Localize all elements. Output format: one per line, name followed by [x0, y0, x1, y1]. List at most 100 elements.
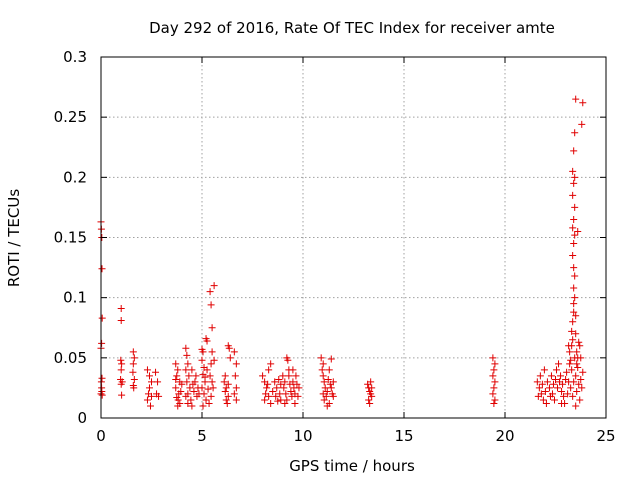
data-point: [226, 354, 234, 362]
x-tick-label: 20: [495, 427, 514, 445]
data-point: [572, 372, 580, 380]
data-point: [221, 372, 229, 380]
tick-marks: [100, 56, 607, 419]
data-point: [277, 396, 285, 404]
y-tick-label: 0.25: [54, 108, 87, 126]
data-point: [538, 380, 546, 388]
data-point: [282, 390, 290, 398]
data-point: [321, 384, 329, 392]
axis-tick-labels: 0 5 10 15 20 25 0 0.05 0.1 0.15 0.2 0.25 0.3: [54, 48, 616, 445]
data-point: [98, 339, 106, 347]
data-point: [566, 348, 574, 356]
data-point: [553, 366, 561, 374]
data-point: [186, 384, 194, 392]
data-points: [97, 95, 587, 410]
data-point: [188, 402, 196, 410]
data-point: [329, 392, 337, 400]
data-point: [201, 373, 209, 381]
y-tick-label: 0.1: [63, 289, 87, 307]
data-point: [320, 396, 328, 404]
data-point: [200, 390, 208, 398]
data-point: [324, 375, 332, 383]
data-point: [574, 227, 582, 235]
data-point: [172, 384, 180, 392]
data-point: [184, 360, 192, 368]
data-point: [285, 372, 293, 380]
data-point: [570, 179, 578, 187]
data-point: [570, 240, 578, 248]
data-point: [117, 380, 125, 388]
data-point: [572, 402, 580, 410]
data-point: [570, 284, 578, 292]
data-point: [174, 366, 182, 374]
data-point: [207, 360, 215, 368]
data-point: [533, 378, 541, 386]
data-point: [566, 360, 574, 368]
data-point: [572, 95, 580, 103]
y-tick-label: 0.15: [54, 229, 87, 247]
data-point: [232, 360, 240, 368]
data-point: [317, 354, 325, 362]
data-point: [118, 360, 126, 368]
y-tick-label: 0.05: [54, 349, 87, 367]
data-point: [205, 400, 213, 408]
data-point: [575, 380, 583, 388]
data-point: [571, 231, 579, 239]
data-point: [184, 400, 192, 408]
data-point: [490, 366, 498, 374]
data-point: [547, 372, 555, 380]
data-point: [489, 372, 497, 380]
data-point: [325, 366, 333, 374]
data-point: [185, 372, 193, 380]
data-point: [173, 372, 181, 380]
data-point: [274, 397, 282, 405]
data-point: [577, 375, 585, 383]
data-point: [570, 378, 578, 386]
x-axis-label: GPS time / hours: [289, 457, 415, 475]
data-point: [272, 392, 280, 400]
data-point: [579, 99, 587, 107]
data-point: [536, 372, 544, 380]
data-point: [182, 392, 190, 400]
data-point: [98, 314, 106, 322]
data-point: [279, 372, 287, 380]
data-point: [563, 368, 571, 376]
data-point: [367, 378, 375, 386]
data-point: [318, 366, 326, 374]
data-point: [198, 356, 206, 364]
data-point: [230, 390, 238, 398]
data-point: [190, 388, 198, 396]
data-point: [550, 396, 558, 404]
x-tick-label: 25: [596, 427, 615, 445]
data-point: [578, 384, 586, 392]
data-point: [172, 375, 180, 383]
data-point: [203, 337, 211, 345]
data-point: [198, 384, 206, 392]
data-point: [329, 378, 337, 386]
data-point: [174, 402, 182, 410]
data-point: [327, 355, 335, 363]
data-point: [174, 396, 182, 404]
data-point: [570, 264, 578, 272]
data-point: [292, 372, 300, 380]
data-point: [491, 360, 499, 368]
data-point: [206, 372, 214, 380]
x-tick-label: 10: [293, 427, 312, 445]
data-point: [261, 396, 269, 404]
data-point: [221, 388, 229, 396]
x-tick-label: 15: [394, 427, 413, 445]
data-point: [208, 378, 216, 386]
data-point: [570, 300, 578, 308]
data-point: [224, 380, 232, 388]
data-point: [148, 392, 155, 400]
data-point: [259, 372, 267, 380]
data-point: [571, 129, 579, 137]
data-point: [491, 396, 499, 404]
data-point: [225, 344, 233, 352]
data-point: [222, 384, 230, 392]
data-point: [289, 366, 297, 374]
data-point: [574, 363, 582, 371]
data-point: [182, 366, 190, 374]
data-point: [210, 356, 218, 364]
